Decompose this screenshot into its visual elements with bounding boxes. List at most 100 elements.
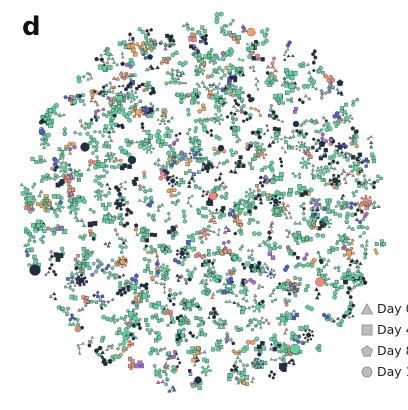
network-node <box>375 242 378 245</box>
network-node <box>292 309 295 312</box>
network-node <box>210 118 213 121</box>
network-node <box>259 197 263 200</box>
network-node <box>176 365 179 368</box>
network-node <box>94 349 98 353</box>
network-node <box>321 71 325 75</box>
network-node <box>301 100 305 103</box>
network-node <box>204 34 207 37</box>
network-node <box>283 268 287 272</box>
network-node <box>365 239 368 242</box>
network-node <box>345 220 349 224</box>
network-node <box>331 210 334 213</box>
network-node <box>294 265 297 268</box>
network-node <box>90 118 93 121</box>
network-node <box>120 166 124 170</box>
network-node <box>156 66 160 69</box>
network-node <box>26 253 30 257</box>
network-node <box>344 181 347 184</box>
network-node <box>76 323 80 327</box>
network-node <box>360 210 363 213</box>
network-node <box>50 207 54 211</box>
network-node <box>363 231 366 234</box>
network-node <box>249 162 252 165</box>
network-node <box>328 277 330 279</box>
network-node <box>150 328 153 331</box>
network-node <box>144 318 147 321</box>
network-node <box>320 128 323 131</box>
network-node <box>145 29 148 32</box>
network-node <box>150 245 153 248</box>
network-node <box>123 318 126 321</box>
network-node <box>135 42 139 46</box>
network-node <box>293 276 297 280</box>
network-node <box>142 108 146 112</box>
network-node <box>228 300 231 303</box>
network-node <box>169 80 173 84</box>
network-node <box>317 268 320 271</box>
network-node <box>227 69 231 73</box>
network-node <box>287 299 291 302</box>
network-node <box>98 346 102 350</box>
network-node <box>298 173 301 176</box>
network-node <box>373 200 377 203</box>
network-node <box>122 349 125 352</box>
network-node <box>251 201 255 205</box>
network-node <box>171 163 174 166</box>
network-node <box>168 144 172 147</box>
network-node <box>296 256 299 259</box>
network-node <box>125 280 128 283</box>
network-node <box>257 232 261 236</box>
network-node <box>351 126 355 130</box>
network-node <box>341 173 344 175</box>
network-node <box>97 265 101 269</box>
network-node <box>108 135 111 138</box>
network-node <box>172 141 176 144</box>
network-node <box>203 29 207 33</box>
network-node <box>322 313 326 317</box>
network-node <box>336 287 340 291</box>
network-node <box>264 262 267 265</box>
network-node <box>233 131 238 136</box>
network-node <box>312 61 316 65</box>
network-node <box>82 199 86 203</box>
network-node <box>128 340 131 343</box>
network-node <box>312 138 315 141</box>
network-node <box>345 311 349 315</box>
network-node <box>316 233 320 237</box>
network-node <box>197 140 201 144</box>
network-node <box>176 93 180 97</box>
network-node <box>291 129 294 132</box>
network-node <box>119 289 123 293</box>
network-node <box>122 112 126 116</box>
network-node <box>282 201 286 204</box>
network-node <box>200 241 203 244</box>
network-node <box>44 117 47 120</box>
network-node <box>153 364 156 367</box>
network-node <box>96 156 99 159</box>
network-node <box>56 224 59 227</box>
network-node <box>122 56 125 58</box>
network-node <box>124 181 127 183</box>
network-node <box>290 76 294 80</box>
network-node <box>156 332 160 336</box>
network-node <box>193 364 196 366</box>
network-node <box>29 235 33 239</box>
network-node <box>102 113 106 116</box>
network-node <box>177 199 180 202</box>
network-node <box>155 262 159 266</box>
network-node <box>142 233 146 237</box>
network-node <box>270 358 273 360</box>
network-node <box>259 176 262 179</box>
network-node <box>244 375 248 379</box>
network-node <box>87 72 90 75</box>
network-node <box>95 145 98 148</box>
network-node <box>267 322 270 325</box>
network-node <box>203 263 206 266</box>
network-node <box>27 248 31 252</box>
network-node <box>239 290 243 294</box>
network-node <box>212 266 215 269</box>
network-node <box>94 179 98 183</box>
network-node <box>333 295 337 299</box>
network-node <box>107 301 110 304</box>
network-node <box>174 194 177 197</box>
